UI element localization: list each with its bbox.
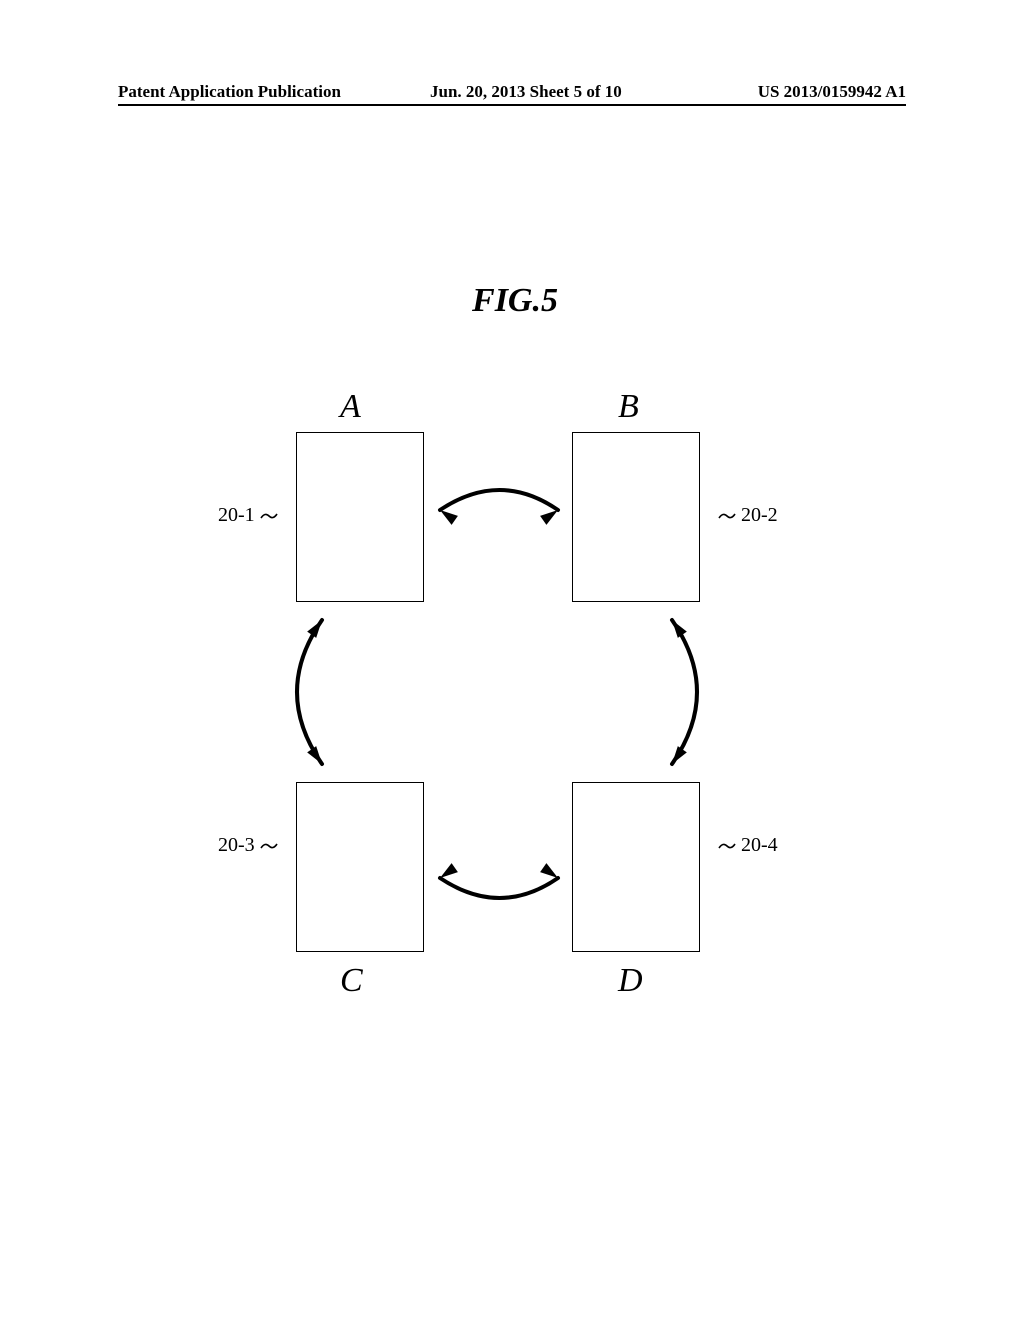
node-ref-d: 20-4 — [718, 834, 778, 857]
node-box-d — [572, 782, 700, 952]
ref-text: 20-4 — [741, 834, 778, 856]
node-label-a: A — [340, 388, 361, 426]
header-left: Patent Application Publication — [118, 82, 341, 102]
node-box-c — [296, 782, 424, 952]
node-ref-b: 20-2 — [718, 504, 778, 527]
header-rule — [118, 104, 906, 106]
header-center: Jun. 20, 2013 Sheet 5 of 10 — [430, 82, 622, 102]
node-label-c: C — [340, 962, 363, 1000]
node-ref-a: 20-1 — [218, 504, 278, 527]
node-box-a — [296, 432, 424, 602]
node-ref-c: 20-3 — [218, 834, 278, 857]
ref-text: 20-1 — [218, 504, 255, 526]
node-label-d: D — [618, 962, 643, 1000]
figure-title: FIG.5 — [460, 282, 570, 320]
header-right: US 2013/0159942 A1 — [758, 82, 906, 102]
arrow-b-d — [672, 620, 697, 764]
arrow-a-c — [297, 620, 322, 764]
node-label-b: B — [618, 388, 639, 426]
arrows-layer — [0, 0, 1024, 1320]
ref-text: 20-2 — [741, 504, 778, 526]
arrow-a-b — [440, 490, 558, 525]
node-box-b — [572, 432, 700, 602]
page-root: Patent Application Publication Jun. 20, … — [0, 0, 1024, 1320]
arrow-c-d — [440, 863, 558, 898]
ref-text: 20-3 — [218, 834, 255, 856]
